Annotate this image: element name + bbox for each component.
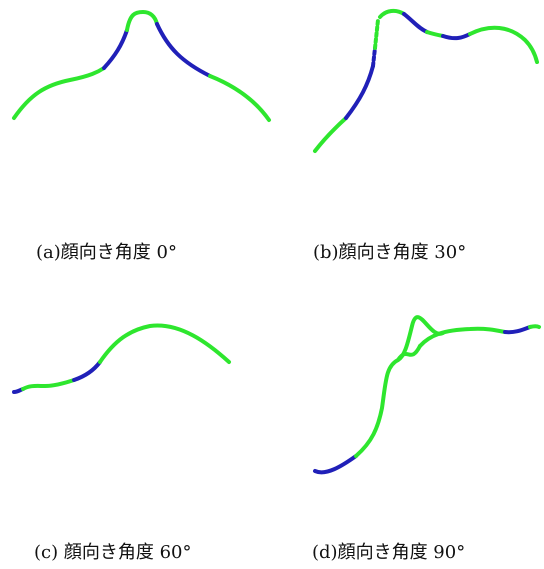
panel-d-caption: (d)顔向き角度 90° (312, 542, 466, 563)
panel-a-caption: (a)顔向き角度 0° (36, 242, 177, 263)
panel-b-segment-5 (378, 8, 406, 19)
panel-b-caption: (b)顔向き角度 30° (313, 242, 467, 263)
panel-b-segment-4 (373, 18, 380, 50)
panel-c-segment-3 (72, 360, 102, 382)
panel-a-segment-3 (125, 10, 159, 32)
panel-a-segment-5 (208, 74, 271, 122)
panel-c-caption: (c) 顔向き角度 60° (34, 542, 192, 563)
panel-c-segment-2 (21, 378, 76, 391)
panel-b-segment-1 (313, 116, 348, 153)
panel-b-segment-8 (441, 32, 472, 41)
panel-d-segment-5 (503, 325, 532, 335)
panel-d-segment-3 (396, 344, 422, 362)
panel-b-segment-3 (371, 46, 377, 68)
panel-d-segment-1 (313, 454, 358, 475)
panel-a-segment-2 (102, 28, 129, 70)
panel-b-segment-6 (402, 12, 429, 34)
panel-a-segment-4 (155, 22, 212, 78)
panel-c-segment-4 (98, 323, 231, 364)
panel-b-segment-9 (468, 25, 539, 64)
panel-d-segment-4 (418, 326, 507, 348)
panel-a-segment-1 (12, 66, 106, 120)
panel-d-segment-6 (528, 324, 541, 329)
panel-b-segment-2 (344, 64, 375, 120)
